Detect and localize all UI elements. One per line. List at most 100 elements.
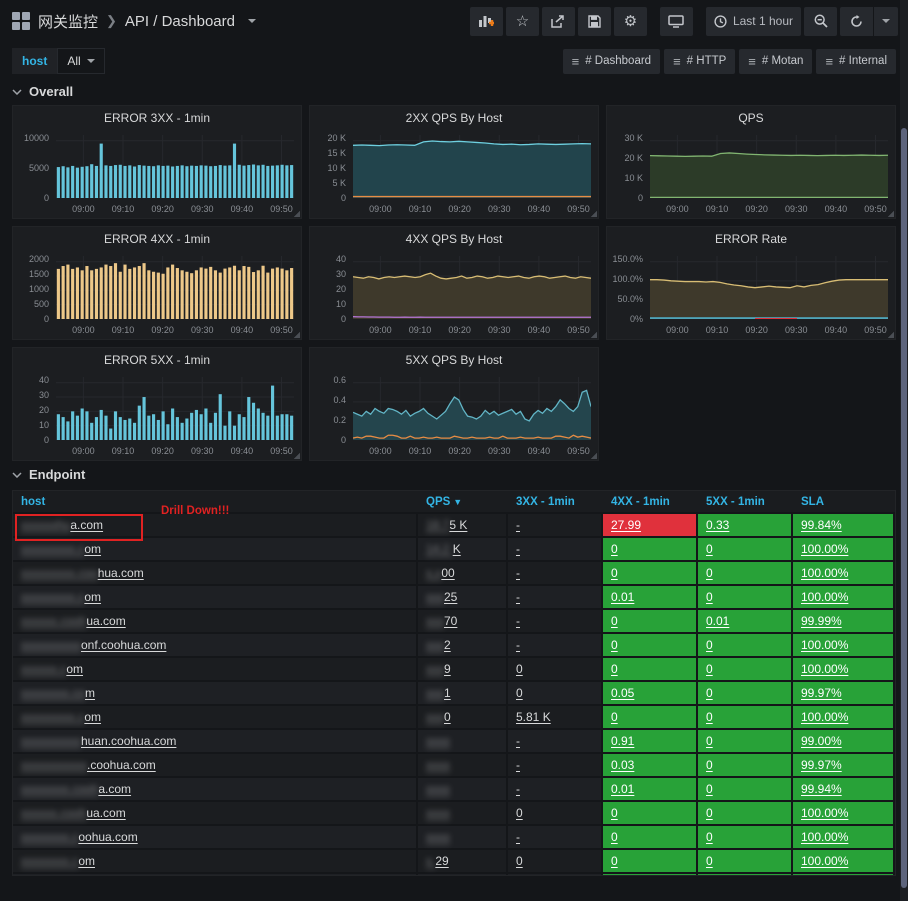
table-cell-link[interactable]: 0 [706, 782, 713, 796]
table-cell-link[interactable]: xxxxxxxxxxhuan.coohua.com [21, 734, 177, 748]
table-cell-link[interactable]: 100.00% [801, 638, 849, 652]
dashboards-grid-icon[interactable] [12, 12, 30, 30]
table-cell-link[interactable]: 0.03 [611, 758, 635, 772]
column-header-qps[interactable]: QPS ▼ [418, 491, 508, 514]
table-cell-link[interactable]: - [516, 782, 520, 796]
table-cell-link[interactable]: 0 [706, 590, 713, 604]
table-cell-link[interactable]: 99.99% [801, 614, 842, 628]
column-header-5xx-1min[interactable]: 5XX - 1min [698, 491, 793, 514]
table-cell-link[interactable]: - [516, 518, 520, 532]
table-cell-link[interactable]: xxxxxxxx.com [21, 686, 96, 700]
table-cell-link[interactable]: xxx25 [426, 590, 458, 604]
refresh-button[interactable] [840, 6, 873, 36]
table-cell-link[interactable]: 0 [706, 638, 713, 652]
table-cell-link[interactable]: - [516, 734, 520, 748]
panel-resize-handle[interactable] [293, 331, 300, 338]
panel-title[interactable]: ERROR 5XX - 1min [103, 353, 211, 367]
panel-resize-handle[interactable] [887, 331, 894, 338]
table-cell-link[interactable]: 0 [611, 566, 618, 580]
panel-resize-handle[interactable] [293, 452, 300, 459]
table-cell-link[interactable]: 99.00% [801, 734, 842, 748]
table-cell-link[interactable]: 0 [611, 806, 618, 820]
refresh-interval-button[interactable] [874, 6, 898, 36]
table-cell-link[interactable]: 100.00% [801, 542, 849, 556]
table-cell-link[interactable]: 5.81 K [516, 710, 551, 724]
table-cell-link[interactable]: 0.01 [611, 590, 635, 604]
table-cell-link[interactable]: xxxxxx.coohua.com [21, 614, 126, 628]
table-cell-link[interactable]: 0 [706, 854, 713, 868]
panel-title[interactable]: ERROR 4XX - 1min [103, 232, 211, 246]
scrollbar-thumb[interactable] [901, 128, 907, 888]
panel-resize-handle[interactable] [590, 331, 597, 338]
table-cell-link[interactable]: 0.91 [611, 734, 635, 748]
dashboard-link-http[interactable]: ≡ # HTTP [664, 48, 736, 74]
table-cell-link[interactable]: xxxxxxxxx.coohua.com [21, 566, 144, 580]
table-cell-link[interactable]: 0 [611, 638, 618, 652]
table-cell-link[interactable]: 0.05 [611, 686, 635, 700]
panel-title[interactable]: ERROR Rate [714, 232, 788, 246]
panel-title[interactable]: 2XX QPS By Host [405, 111, 503, 125]
table-cell-link[interactable]: - [516, 590, 520, 604]
chart-plot-area[interactable] [56, 377, 294, 440]
table-cell-link[interactable]: 99.97% [801, 686, 842, 700]
table-cell-link[interactable]: 0 [516, 686, 523, 700]
table-cell-link[interactable]: 0 [516, 662, 523, 676]
table-cell-link[interactable]: 0 [611, 662, 618, 676]
column-header-host[interactable]: host [13, 491, 418, 514]
table-cell-link[interactable]: - [516, 566, 520, 580]
table-cell-link[interactable]: xxxxxxxxxxonf.coohua.com [21, 638, 167, 652]
table-cell-link[interactable]: 100.00% [801, 830, 849, 844]
chart-plot-area[interactable] [650, 256, 888, 319]
table-cell-link[interactable]: xxxxxxxx.com [21, 854, 96, 868]
table-cell-link[interactable]: x.29 [426, 854, 449, 868]
variable-value-dropdown[interactable]: All [57, 48, 105, 74]
table-cell-link[interactable]: 100.00% [801, 566, 849, 580]
table-cell-link[interactable]: xxxxxxxxx.com [21, 542, 102, 556]
table-cell-link[interactable]: 99.94% [801, 782, 842, 796]
panel-title[interactable]: QPS [738, 111, 764, 125]
table-cell-link[interactable]: 0 [611, 614, 618, 628]
chart-plot-area[interactable] [353, 377, 591, 440]
panel-title[interactable]: ERROR 3XX - 1min [103, 111, 211, 125]
table-cell-link[interactable]: xxxx [426, 758, 450, 772]
table-cell-link[interactable]: xxx0 [426, 710, 451, 724]
chart-plot-area[interactable] [56, 135, 294, 198]
panel-title[interactable]: 4XX QPS By Host [405, 232, 503, 246]
table-cell-link[interactable]: x,x00 [426, 566, 455, 580]
table-cell-link[interactable]: - [516, 758, 520, 772]
table-cell-link[interactable]: 0 [706, 758, 713, 772]
table-cell-link[interactable]: 0 [706, 662, 713, 676]
table-cell-link[interactable]: 0 [516, 806, 523, 820]
table-cell-link[interactable]: 0 [706, 542, 713, 556]
table-cell-link[interactable]: 99.84% [801, 518, 842, 532]
table-cell-link[interactable]: 0 [706, 734, 713, 748]
table-cell-link[interactable]: xxx1 [426, 686, 451, 700]
dashboard-link-dashboard[interactable]: ≡ # Dashboard [562, 48, 661, 74]
column-header-3xx-1min[interactable]: 3XX - 1min [508, 491, 603, 514]
column-header-4xx-1min[interactable]: 4XX - 1min [603, 491, 698, 514]
scrollbar-track[interactable] [900, 0, 908, 901]
row-toggle-overall[interactable]: Overall [0, 78, 908, 105]
dashboard-link-motan[interactable]: ≡ # Motan [739, 48, 813, 74]
table-cell-link[interactable]: 0 [611, 542, 618, 556]
table-cell-link[interactable]: 0 [611, 710, 618, 724]
table-cell-link[interactable]: 99.97% [801, 758, 842, 772]
table-cell-link[interactable]: 0 [706, 566, 713, 580]
table-cell-link[interactable]: 0 [706, 806, 713, 820]
table-cell-link[interactable]: xxxxxxxxx.com [21, 710, 102, 724]
column-header-sla[interactable]: SLA [793, 491, 895, 514]
chevron-down-icon[interactable] [247, 19, 256, 23]
cycle-view-button[interactable] [659, 6, 693, 36]
table-cell-link[interactable]: xxxx [426, 782, 450, 796]
share-button[interactable] [541, 6, 575, 36]
table-cell-link[interactable]: 0 [611, 854, 618, 868]
table-cell-link[interactable]: 0.01 [706, 614, 730, 628]
panel-resize-handle[interactable] [293, 210, 300, 217]
chart-plot-area[interactable] [353, 256, 591, 319]
table-cell-link[interactable]: 0 [706, 686, 713, 700]
table-cell-link[interactable]: xxxxxxxxx.com [21, 590, 102, 604]
chart-plot-area[interactable] [353, 135, 591, 198]
table-cell-link[interactable]: xxxxxxxxxxx.coohua.com [21, 758, 156, 772]
table-cell-link[interactable]: 0 [516, 854, 523, 868]
panel-resize-handle[interactable] [590, 452, 597, 459]
